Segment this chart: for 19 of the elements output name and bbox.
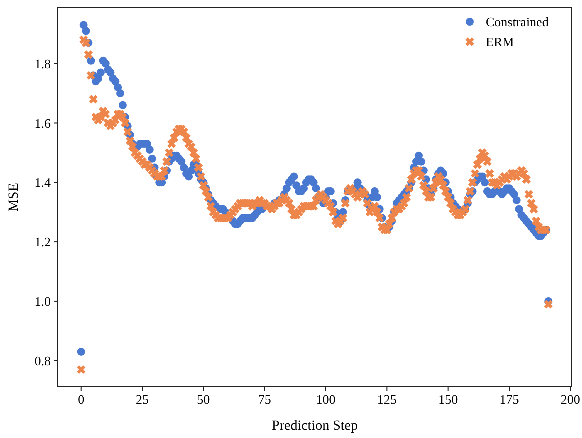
y-tick-label: 0.8	[34, 353, 51, 368]
x-tick-label: 175	[500, 392, 520, 407]
x-tick-label: 125	[377, 392, 397, 407]
legend-label: Constrained	[486, 14, 550, 30]
y-tick-label: 1.2	[34, 234, 51, 250]
x-tick-label: 150	[438, 392, 458, 407]
y-tick-label: 1.6	[34, 116, 52, 131]
y-tick-label: 1.4	[34, 175, 52, 190]
y-axis-title: MSE	[7, 183, 22, 212]
x-axis-title: Prediction Step	[272, 419, 358, 434]
x-tick-label: 200	[560, 392, 580, 407]
x-tick-label: 50	[197, 392, 210, 407]
x-tick-label: 0	[78, 392, 85, 407]
y-tick-label: 1.8	[34, 56, 51, 72]
x-tick-label: 25	[136, 392, 150, 407]
x-tick-label: 75	[258, 392, 272, 407]
x-tick-label: 100	[316, 392, 336, 407]
legend-label: ERM	[486, 34, 515, 50]
y-tick-label: 1.0	[34, 294, 51, 310]
